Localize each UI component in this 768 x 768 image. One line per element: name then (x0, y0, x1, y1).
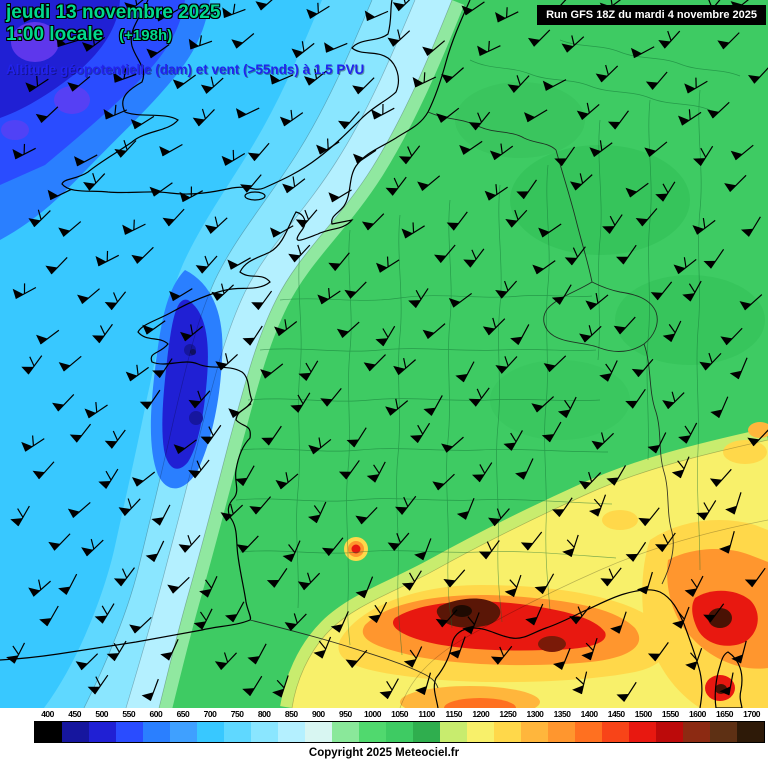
scale-cell (332, 722, 359, 742)
contour-lines (83, 0, 768, 708)
date-title: jeudi 13 novembre 2025 (6, 2, 221, 23)
scale-label: 1250 (499, 709, 517, 719)
scale-cell (683, 722, 710, 742)
scale-label: 900 (311, 709, 325, 719)
scale-label: 1500 (634, 709, 652, 719)
scale-cell (197, 722, 224, 742)
forecast-offset: (+198h) (119, 26, 173, 44)
scale-bar (34, 721, 765, 743)
scale-cell (548, 722, 575, 742)
scale-labels: 400 450 500 550 600 650 700 750 800 850 900 950 1000… (34, 709, 765, 720)
scale-cell (440, 722, 467, 742)
scale-label: 450 (68, 709, 81, 719)
scale-label: 1200 (472, 709, 490, 719)
scale-cell (62, 722, 89, 742)
scale-cell (467, 722, 494, 742)
country-borders (249, 111, 674, 689)
scale-cell (224, 722, 251, 742)
scale-cell (656, 722, 683, 742)
admin-boundaries (235, 39, 741, 656)
map-footer: 400 450 500 550 600 650 700 750 800 850 900 950 1000… (0, 708, 768, 768)
scale-label: 950 (339, 709, 352, 719)
scale-cell (143, 722, 170, 742)
scale-label: 650 (176, 709, 190, 719)
scale-cell (305, 722, 332, 742)
scale-label: 1000 (364, 709, 381, 719)
geopotential-map (0, 0, 768, 708)
scale-label: 500 (95, 709, 109, 719)
scale-cell (35, 722, 62, 742)
scale-label: 600 (149, 709, 163, 719)
wind-barbs (6, 0, 768, 702)
scale-cell (494, 722, 521, 742)
scale-label: 700 (203, 709, 217, 719)
scale-label: 1350 (553, 709, 571, 719)
coastlines (0, 0, 743, 708)
scale-cell (521, 722, 548, 742)
scale-label: 1600 (688, 709, 706, 719)
scale-cell (602, 722, 629, 742)
scale-cell (575, 722, 602, 742)
scale-cell (89, 722, 116, 742)
map-header: jeudi 13 novembre 2025 1:00 locale (+198h… (6, 2, 364, 77)
map-subtitle: Altitude géopotentielle (dam) et vent (>… (6, 61, 365, 77)
scale-cell (413, 722, 440, 742)
scale-cell (278, 722, 305, 742)
scale-label: 1400 (580, 709, 598, 719)
scale-label: 1100 (418, 709, 435, 719)
local-time: 1:00 locale (6, 23, 104, 45)
scale-cell (710, 722, 737, 742)
scale-cell (629, 722, 656, 742)
scale-cell (251, 722, 278, 742)
scale-label: 1300 (526, 709, 544, 719)
run-info-box: Run GFS 18Z du mardi 4 novembre 2025 (537, 5, 766, 25)
scale-label: 1450 (607, 709, 625, 719)
scale-label: 550 (122, 709, 136, 719)
scale-label: 850 (284, 709, 298, 719)
scale-cell (116, 722, 143, 742)
scale-label: 800 (257, 709, 271, 719)
scale-label: 400 (41, 709, 54, 719)
scale-cell (170, 722, 197, 742)
scale-label: 1150 (445, 709, 462, 719)
scale-cell (359, 722, 386, 742)
scale-label: 1050 (391, 709, 409, 719)
scale-cell (737, 722, 764, 742)
time-title: 1:00 locale (+198h) (6, 24, 364, 46)
scale-label: 1550 (661, 709, 679, 719)
copyright-text: Copyright 2025 Meteociel.fr (308, 747, 460, 759)
scale-label: 1700 (743, 709, 761, 719)
scale-cell (386, 722, 413, 742)
scale-label: 1650 (716, 709, 733, 719)
scale-label: 750 (230, 709, 244, 719)
